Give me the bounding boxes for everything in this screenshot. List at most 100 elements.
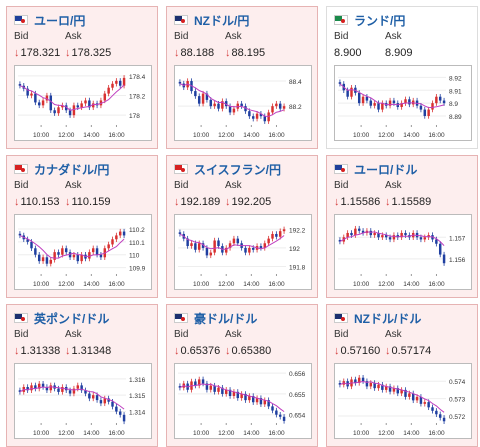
candle	[49, 95, 53, 111]
currency-card[interactable]: 英ポンド/ドル Bid Ask ↓1.31338 ↓1.31348 1.316 1.315 1…	[6, 304, 158, 447]
candle	[88, 393, 91, 399]
candle	[423, 402, 427, 404]
pair-name[interactable]: 英ポンド/ドル	[34, 311, 110, 326]
candle	[88, 100, 91, 108]
candle	[68, 110, 72, 116]
y-tick-label: 8.89	[449, 114, 462, 121]
candle	[338, 383, 342, 385]
ask-value: 8.909	[385, 47, 413, 59]
currency-card[interactable]: NZドル/円 Bid Ask ↓88.188 ↓88.195 88.4 88.2 10:00 1…	[166, 6, 318, 149]
down-arrow-icon: ↓	[385, 196, 391, 208]
candle	[282, 106, 286, 109]
candle	[236, 391, 240, 399]
candle	[275, 233, 278, 237]
currency-card[interactable]: ユーロ/円 Bid Ask ↓178.321 ↓178.325 178.4 178.2 178…	[6, 6, 158, 149]
chart-container[interactable]: 1.316 1.315 1.314 10:00 12:00 14:00 16:00	[14, 363, 152, 439]
ask-label: Ask	[385, 329, 402, 340]
currency-card[interactable]: NZドル/ドル Bid Ask ↓0.57160 ↓0.57174 0.574 0.573 0…	[326, 304, 478, 447]
candle	[53, 252, 56, 260]
candle	[217, 387, 220, 392]
x-tick-label: 16:00	[108, 430, 125, 437]
pair-name[interactable]: スイスフラン/円	[194, 162, 281, 177]
candle	[194, 381, 197, 386]
currency-card[interactable]: カナダドル/円 Bid Ask ↓110.153 ↓110.159 110.2 110.1 1…	[6, 155, 158, 298]
price-chart: 110.2 110.1 110 109.9 10:00 12:00 14:00 16:00	[14, 214, 152, 290]
candle	[236, 103, 240, 109]
ask-value: ↓192.205	[225, 196, 271, 208]
candle	[221, 101, 224, 109]
candle	[396, 388, 400, 394]
candle	[278, 103, 282, 109]
candle	[37, 254, 41, 262]
ask-label: Ask	[385, 180, 402, 191]
x-tick-label: 14:00	[243, 132, 260, 139]
chart-container[interactable]: 88.4 88.2 10:00 12:00 14:00 16:00	[174, 65, 312, 141]
ask-label: Ask	[225, 180, 242, 191]
down-arrow-icon: ↓	[174, 345, 180, 357]
card-title[interactable]: ユーロ/円	[14, 12, 85, 28]
candle	[61, 105, 64, 108]
bid-number: 88.188	[180, 47, 215, 59]
candle	[357, 377, 361, 383]
down-arrow-icon: ↓	[334, 345, 340, 357]
chart-container[interactable]: 8.92 8.91 8.9 8.89 10:00 12:00 14:00 16:00	[334, 65, 472, 141]
chart-frame	[174, 65, 312, 141]
x-tick-label: 12:00	[58, 430, 75, 437]
candle	[72, 388, 76, 394]
x-tick-label: 16:00	[268, 132, 285, 139]
candle	[267, 400, 270, 407]
chart-container[interactable]: 110.2 110.1 110 109.9 10:00 12:00 14:00 16:00	[14, 214, 152, 290]
x-tick-label: 14:00	[83, 132, 100, 139]
down-arrow-icon: ↓	[174, 196, 180, 208]
chart-frame	[14, 65, 152, 141]
currency-card[interactable]: 豪ドル/ドル Bid Ask ↓0.65376 ↓0.65380 0.656 0.655 0.…	[166, 304, 318, 447]
chart-frame	[174, 214, 312, 290]
candle	[244, 247, 247, 253]
pair-name[interactable]: NZドル/ドル	[354, 311, 422, 326]
currency-card[interactable]: ランド/円 Bid Ask 8.900 8.909 8.92 8.91 8.9 8.89 10:0…	[326, 6, 478, 149]
candle	[95, 395, 99, 401]
pair-name[interactable]: ユーロ/ドル	[354, 162, 418, 177]
currency-card[interactable]: スイスフラン/円 Bid Ask ↓192.189 ↓192.205 192.2 192 19…	[166, 155, 318, 298]
card-title[interactable]: 豪ドル/ドル	[174, 310, 257, 326]
pair-name[interactable]: ランド/円	[354, 13, 406, 28]
candle	[251, 116, 255, 119]
candle	[41, 257, 45, 262]
card-title[interactable]: 英ポンド/ドル	[14, 310, 109, 326]
candle	[45, 95, 49, 101]
candle	[232, 391, 236, 396]
x-tick-label: 14:00	[403, 430, 420, 437]
x-tick-label: 16:00	[108, 281, 125, 288]
moving-average-line	[179, 233, 285, 250]
chart-frame	[14, 214, 152, 290]
y-tick-label: 8.9	[449, 101, 458, 108]
currency-card[interactable]: ユーロ/ドル Bid Ask ↓1.15586 ↓1.15589 1.157 1.156 10…	[326, 155, 478, 298]
card-title[interactable]: NZドル/ドル	[334, 310, 421, 326]
card-title[interactable]: ランド/円	[334, 12, 405, 28]
nz-jp-flag-icon	[174, 15, 188, 25]
card-title[interactable]: スイスフラン/円	[174, 161, 281, 177]
pair-name[interactable]: カナダドル/円	[34, 162, 110, 177]
candle	[419, 105, 423, 110]
ask-number: 1.15589	[391, 196, 432, 208]
chart-container[interactable]: 178.4 178.2 178 10:00 12:00 14:00 16:00	[14, 65, 152, 141]
candle	[41, 100, 45, 106]
pair-name[interactable]: NZドル/円	[194, 13, 250, 28]
candle	[259, 246, 263, 248]
chart-container[interactable]: 192.2 192 191.8 10:00 12:00 14:00 16:00	[174, 214, 312, 290]
candle	[388, 386, 392, 392]
pair-name[interactable]: 豪ドル/ドル	[194, 311, 258, 326]
candle	[431, 103, 434, 110]
chart-container[interactable]: 0.656 0.655 0.654 10:00 12:00 14:00 16:00	[174, 363, 312, 439]
chart-container[interactable]: 0.574 0.573 0.572 10:00 12:00 14:00 16:00	[334, 363, 472, 439]
candle	[209, 385, 213, 390]
card-title[interactable]: ユーロ/ドル	[334, 161, 417, 177]
candle	[251, 247, 255, 250]
chart-container[interactable]: 1.157 1.156 10:00 12:00 14:00 16:00	[334, 214, 472, 290]
card-title[interactable]: カナダドル/円	[14, 161, 109, 177]
x-tick-label: 12:00	[58, 281, 75, 288]
y-tick-label: 0.655	[289, 392, 306, 399]
candle	[278, 231, 282, 237]
pair-name[interactable]: ユーロ/円	[34, 13, 86, 28]
card-title[interactable]: NZドル/円	[174, 12, 249, 28]
